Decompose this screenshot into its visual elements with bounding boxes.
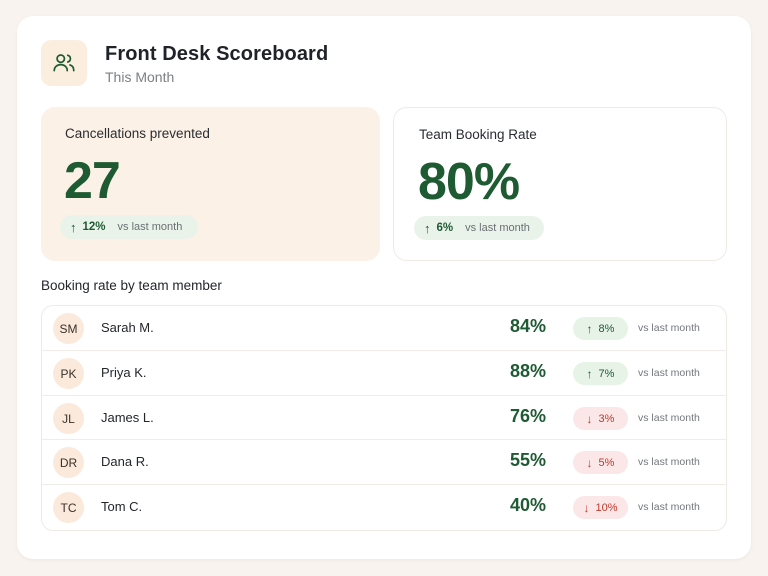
arrow-down-icon: ↓ <box>586 455 593 470</box>
stat-card-cancellations: Cancellations prevented 27 ↑ 12% vs last… <box>41 107 380 261</box>
trend-pill: ↑ 6% vs last month <box>414 216 544 240</box>
arrow-up-icon: ↑ <box>424 220 431 236</box>
member-name: Priya K. <box>101 365 147 380</box>
avatar: JL <box>53 403 84 434</box>
avatar: TC <box>53 492 84 523</box>
arrow-down-icon: ↓ <box>586 411 593 426</box>
trend-badge: ↓ 3% <box>573 407 628 430</box>
trend-context: vs last month <box>465 222 530 234</box>
trend-badge: ↑ 8% <box>573 317 628 340</box>
avatar: SM <box>53 313 84 344</box>
scoreboard-card: Front Desk Scoreboard This Month Cancell… <box>17 16 751 559</box>
member-name: James L. <box>101 410 154 425</box>
trend-context: vs last month <box>638 456 700 468</box>
users-icon <box>41 40 87 86</box>
booking-rate: 88% <box>509 361 546 381</box>
stat-value: 80% <box>418 153 520 211</box>
arrow-up-icon: ↑ <box>586 321 593 336</box>
booking-rate: 76% <box>509 406 546 426</box>
stat-label: Cancellations prevented <box>65 126 210 141</box>
trend-context: vs last month <box>638 501 700 513</box>
booking-rate: 55% <box>509 450 546 470</box>
trend-value: 6% <box>436 222 454 234</box>
table-row[interactable]: PK Priya K. 88% ↑ 7% vs last month <box>42 350 726 394</box>
trend-value: 3% <box>598 412 615 425</box>
section-title: Booking rate by team member <box>41 278 222 293</box>
team-table: SM Sarah M. 84% ↑ 8% vs last month PK Pr… <box>41 305 727 531</box>
trend-value: 7% <box>598 367 615 380</box>
arrow-up-icon: ↑ <box>586 366 593 381</box>
booking-rate: 40% <box>509 495 546 515</box>
booking-rate: 84% <box>509 316 546 336</box>
avatar: DR <box>53 447 84 478</box>
page-title: Front Desk Scoreboard <box>105 43 329 65</box>
member-name: Dana R. <box>101 454 149 469</box>
trend-value: 5% <box>598 456 615 469</box>
page-subtitle: This Month <box>105 69 175 85</box>
arrow-up-icon: ↑ <box>70 219 77 235</box>
arrow-down-icon: ↓ <box>583 500 590 515</box>
avatar: PK <box>53 358 84 389</box>
member-name: Sarah M. <box>101 320 154 335</box>
member-name: Tom C. <box>101 499 143 514</box>
table-row[interactable]: DR Dana R. 55% ↓ 5% vs last month <box>42 439 726 483</box>
trend-value: 8% <box>598 322 615 335</box>
trend-context: vs last month <box>638 412 700 424</box>
table-row[interactable]: JL James L. 76% ↓ 3% vs last month <box>42 395 726 439</box>
trend-badge: ↓ 10% <box>573 496 628 519</box>
trend-pill: ↑ 12% vs last month <box>60 215 198 239</box>
trend-badge: ↑ 7% <box>573 362 628 385</box>
table-row[interactable]: SM Sarah M. 84% ↑ 8% vs last month <box>42 306 726 350</box>
table-row[interactable]: TC Tom C. 40% ↓ 10% vs last month <box>42 484 726 528</box>
trend-context: vs last month <box>638 367 700 379</box>
stat-label: Team Booking Rate <box>419 127 537 142</box>
trend-value: 12% <box>82 221 106 233</box>
stat-value: 27 <box>64 152 121 210</box>
trend-context: vs last month <box>117 221 183 233</box>
trend-value: 10% <box>595 501 618 514</box>
stat-card-booking-rate: Team Booking Rate 80% ↑ 6% vs last month <box>393 107 727 261</box>
trend-badge: ↓ 5% <box>573 451 628 474</box>
trend-context: vs last month <box>638 322 700 334</box>
